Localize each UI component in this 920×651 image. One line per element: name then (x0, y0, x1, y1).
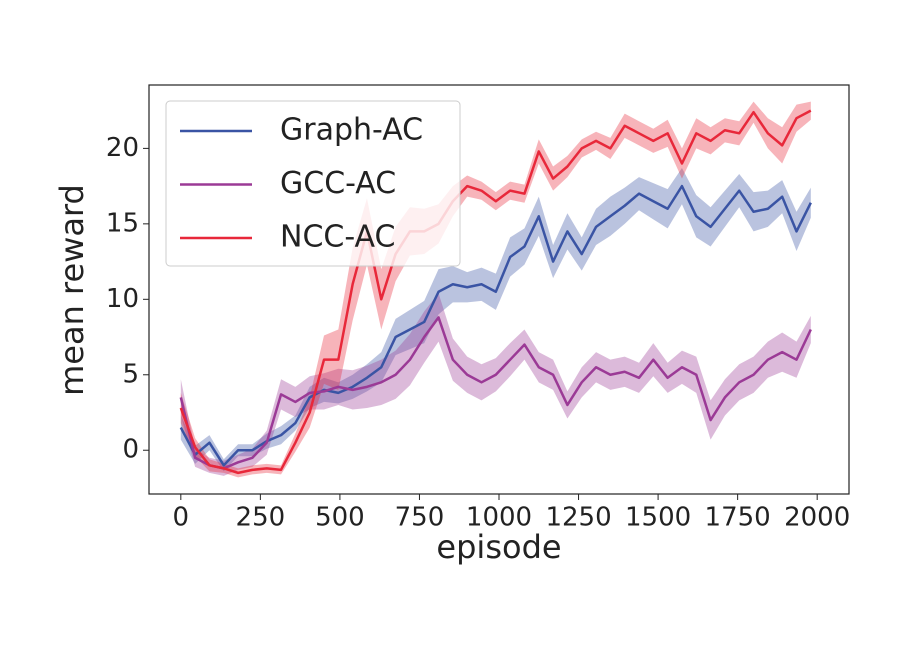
x-tick-label: 1500 (625, 503, 691, 533)
x-tick-label: 1750 (705, 503, 771, 533)
y-tick-label: 0 (122, 435, 139, 465)
x-tick-label: 250 (236, 503, 286, 533)
error-band (180, 293, 811, 476)
x-axis-label: episode (436, 528, 561, 566)
axes-frame (148, 84, 850, 495)
error-band (180, 101, 811, 478)
legend-box (165, 100, 461, 267)
y-tick-label: 5 (122, 359, 139, 389)
error-band (180, 168, 811, 472)
y-tick-label: 15 (106, 208, 139, 238)
line (179, 316, 812, 470)
legend-label: Graph-AC (280, 113, 423, 148)
y-axis-label: mean reward (53, 184, 91, 396)
legend-label: GCC-AC (280, 166, 396, 201)
plot-area (179, 101, 812, 478)
x-tick-label: 750 (395, 503, 445, 533)
line (179, 109, 812, 475)
legend-label: NCC-AC (280, 220, 395, 255)
y-tick-label: 20 (106, 133, 139, 163)
x-tick-label: 1250 (545, 503, 611, 533)
y-tick-label: 10 (106, 284, 139, 314)
x-tick-label: 500 (315, 503, 365, 533)
x-tick-label: 0 (173, 503, 190, 533)
line (179, 184, 812, 467)
legend: Graph-AC GCC-AC NCC-AC (165, 100, 461, 267)
x-tick-label: 1000 (466, 503, 532, 533)
x-tick-label: 2000 (784, 503, 850, 533)
